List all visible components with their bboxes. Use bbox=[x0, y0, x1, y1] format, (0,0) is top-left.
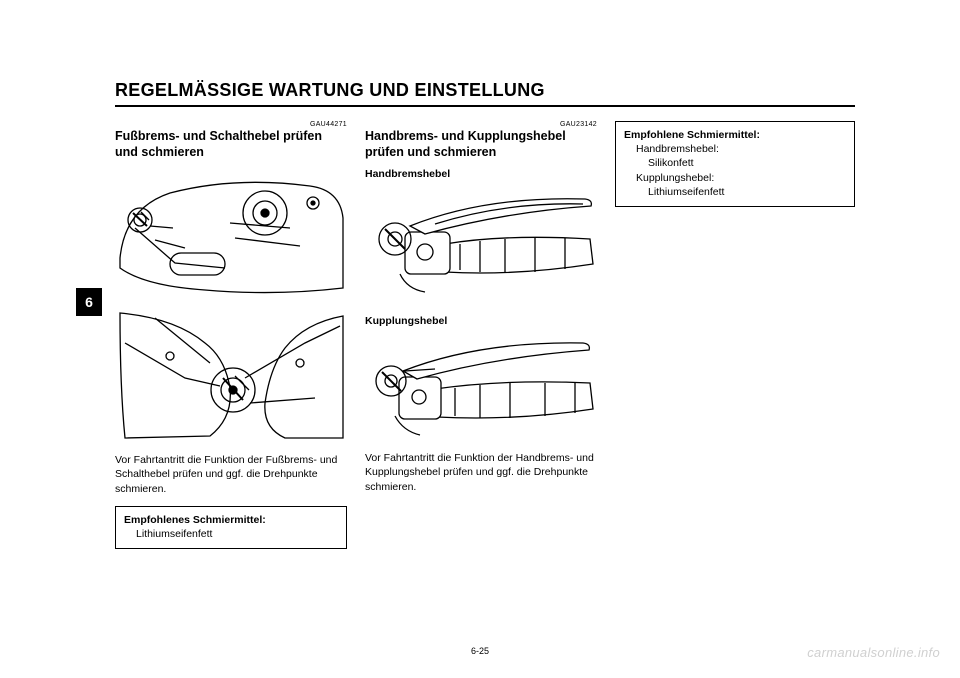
figure-hand-brake-lever bbox=[365, 184, 597, 299]
chapter-tab: 6 bbox=[76, 288, 102, 316]
manual-page: 6 REGELMÄSSIGE WARTUNG UND EINSTELLUNG G… bbox=[0, 0, 960, 678]
figure-label: Kupplungshebel bbox=[365, 315, 597, 327]
figure-clutch-lever bbox=[365, 331, 597, 441]
page-content: REGELMÄSSIGE WARTUNG UND EINSTELLUNG GAU… bbox=[115, 80, 855, 640]
watermark: carmanualsonline.info bbox=[807, 645, 940, 660]
infobox-line: Kupplungshebel: bbox=[624, 171, 846, 185]
section-title: Handbrems- und Kupplungshe­bel prüfen un… bbox=[365, 129, 597, 160]
body-text: Vor Fahrtantritt die Funktion der Fußbre… bbox=[115, 453, 347, 496]
infobox-line: Handbremshebel: bbox=[624, 142, 846, 156]
ref-code: GAU23142 bbox=[365, 121, 597, 128]
ref-code: GAU44271 bbox=[115, 121, 347, 128]
figure-shift-lever bbox=[115, 308, 347, 443]
infobox-lubricant-1: Empfohlenes Schmiermittel: Lithiumseifen… bbox=[115, 506, 347, 549]
infobox-line: Lithiumseifenfett bbox=[124, 527, 338, 541]
column-2: GAU23142 Handbrems- und Kupplungshe­bel … bbox=[365, 121, 597, 549]
infobox-title: Empfohlene Schmiermittel: bbox=[624, 128, 846, 142]
section-title: Fußbrems- und Schalthebel prü­fen und sc… bbox=[115, 129, 347, 160]
figure-foot-brake bbox=[115, 168, 347, 298]
page-title: REGELMÄSSIGE WARTUNG UND EINSTELLUNG bbox=[115, 80, 855, 101]
infobox-line: Lithiumseifenfett bbox=[624, 185, 846, 199]
columns: GAU44271 Fußbrems- und Schalthebel prü­f… bbox=[115, 121, 855, 549]
infobox-title: Empfohlenes Schmiermittel: bbox=[124, 513, 338, 527]
infobox-line: Silikonfett bbox=[624, 156, 846, 170]
column-1: GAU44271 Fußbrems- und Schalthebel prü­f… bbox=[115, 121, 347, 549]
column-3: Empfohlene Schmiermittel: Handbremshebel… bbox=[615, 121, 855, 549]
body-text: Vor Fahrtantritt die Funktion der Hand­b… bbox=[365, 451, 597, 494]
header: REGELMÄSSIGE WARTUNG UND EINSTELLUNG bbox=[115, 80, 855, 107]
infobox-lubricant-2: Empfohlene Schmiermittel: Handbremshebel… bbox=[615, 121, 855, 207]
figure-label: Handbremshebel bbox=[365, 168, 597, 180]
